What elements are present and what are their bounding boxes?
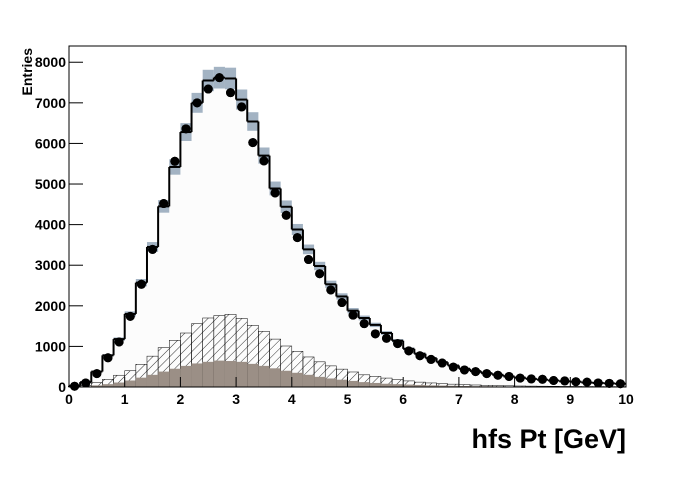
data-point — [438, 359, 447, 368]
filled-bin — [258, 366, 269, 387]
x-tick-label: 1 — [121, 391, 129, 407]
data-point — [482, 369, 491, 378]
data-point — [237, 102, 246, 111]
filled-bin — [303, 375, 314, 387]
data-point — [427, 355, 436, 364]
filled-bin — [125, 381, 136, 387]
filled-bin — [325, 378, 336, 387]
filled-bin — [158, 372, 169, 387]
data-point — [248, 138, 257, 147]
data-point — [571, 377, 580, 386]
filled-bin — [203, 362, 214, 387]
data-point — [226, 88, 235, 97]
filled-bin — [180, 366, 191, 387]
data-point — [115, 337, 124, 346]
x-tick-label: 8 — [511, 391, 519, 407]
data-point — [103, 353, 112, 362]
data-point — [527, 374, 536, 383]
data-point — [159, 199, 168, 208]
data-point — [549, 376, 558, 385]
data-point — [70, 382, 79, 391]
filled-bin — [370, 383, 381, 387]
data-point — [271, 188, 280, 197]
filled-bin — [214, 361, 225, 387]
data-point — [460, 365, 469, 374]
data-point — [326, 285, 335, 294]
x-tick-label: 0 — [65, 391, 73, 407]
x-tick-label: 6 — [399, 391, 407, 407]
data-point — [204, 85, 213, 94]
filled-bin — [192, 363, 203, 387]
y-tick-label: 2000 — [35, 298, 66, 314]
x-axis-label: hfs Pt [GeV] — [471, 424, 626, 454]
y-tick-label: 3000 — [35, 257, 66, 273]
data-point — [538, 375, 547, 384]
filled-bin — [147, 375, 158, 387]
data-point — [170, 157, 179, 166]
filled-bin — [236, 362, 247, 387]
data-point — [92, 369, 101, 378]
data-point — [516, 374, 525, 383]
filled-bin — [314, 377, 325, 387]
x-tick-label: 2 — [177, 391, 185, 407]
filled-bin — [114, 383, 125, 387]
data-point — [315, 269, 324, 278]
filled-bin — [348, 381, 359, 387]
data-point — [337, 298, 346, 307]
data-point — [371, 329, 380, 338]
filled-bin — [336, 380, 347, 387]
data-point — [293, 233, 302, 242]
data-point — [137, 280, 146, 289]
data-point — [193, 98, 202, 107]
filled-bin — [225, 361, 236, 387]
x-tick-label: 9 — [566, 391, 574, 407]
data-point — [282, 211, 291, 220]
filled-bin — [169, 369, 180, 387]
data-point — [181, 124, 190, 133]
data-point — [605, 379, 614, 388]
y-tick-label: 8000 — [35, 54, 66, 70]
y-tick-label: 7000 — [35, 95, 66, 111]
y-tick-label: 1000 — [35, 338, 66, 354]
data-point — [415, 351, 424, 360]
y-tick-label: 4000 — [35, 217, 66, 233]
data-point — [583, 378, 592, 387]
data-point — [449, 363, 458, 372]
data-point — [382, 334, 391, 343]
data-point — [404, 346, 413, 355]
filled-bin — [281, 371, 292, 387]
filled-bin — [359, 382, 370, 387]
data-point — [304, 255, 313, 264]
data-point — [594, 378, 603, 387]
x-tick-label: 4 — [288, 391, 296, 407]
filled-bin — [270, 368, 281, 387]
x-tick-label: 5 — [344, 391, 352, 407]
x-tick-label: 3 — [232, 391, 240, 407]
data-point — [259, 156, 268, 165]
data-point — [148, 245, 157, 254]
data-point — [360, 319, 369, 328]
data-point — [349, 311, 358, 320]
x-tick-label: 10 — [618, 391, 634, 407]
filled-bin — [292, 373, 303, 387]
data-point — [560, 376, 569, 385]
filled-bin — [247, 364, 258, 387]
data-point — [126, 312, 135, 321]
data-point — [215, 73, 224, 82]
data-point — [471, 367, 480, 376]
y-axis-label: Entries — [19, 48, 35, 96]
data-point — [493, 371, 502, 380]
y-tick-label: 6000 — [35, 135, 66, 151]
data-point — [505, 372, 514, 381]
y-tick-label: 5000 — [35, 176, 66, 192]
data-point — [393, 339, 402, 348]
x-tick-label: 7 — [455, 391, 463, 407]
filled-bin — [136, 378, 147, 387]
data-point — [81, 378, 90, 387]
